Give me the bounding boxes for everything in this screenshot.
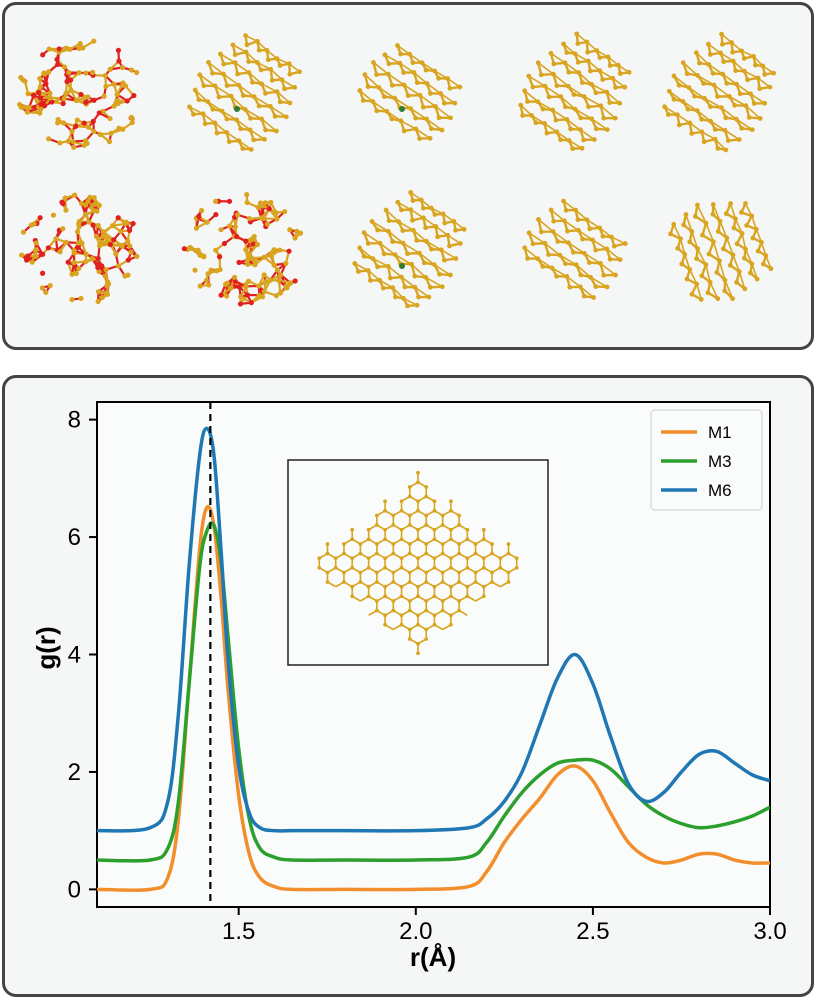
x-tick-label: 1.5 bbox=[222, 918, 255, 945]
snapshot-1 bbox=[17, 38, 140, 150]
legend: M1 M3 M6 bbox=[650, 409, 763, 511]
y-tick-label: 2 bbox=[68, 759, 81, 786]
legend-label-m6: M6 bbox=[708, 481, 732, 500]
snapshots-canvas bbox=[17, 31, 776, 309]
rdf-chart-panel: 1.5 2.0 2.5 3.0 0 2 4 6 8 g(r) r(Å) M1 M3 M6 bbox=[2, 375, 814, 997]
legend-label-m1: M1 bbox=[708, 423, 732, 442]
y-axis-label: g(r) bbox=[31, 626, 61, 669]
snapshot-8 bbox=[352, 189, 467, 309]
series-line-m6 bbox=[97, 426, 770, 833]
rdf-chart: 1.5 2.0 2.5 3.0 0 2 4 6 8 g(r) r(Å) M1 M3 M6 bbox=[31, 401, 787, 972]
snapshot-5 bbox=[662, 31, 776, 153]
snapshot-10 bbox=[668, 201, 774, 302]
snapshot-2 bbox=[187, 33, 302, 152]
y-tick-label: 6 bbox=[68, 524, 81, 551]
y-tick-label: 0 bbox=[68, 876, 81, 903]
graphene-inset bbox=[287, 459, 549, 666]
x-tick-label: 2.0 bbox=[399, 918, 432, 945]
x-tick-label: 2.5 bbox=[576, 918, 609, 945]
snapshot-9 bbox=[522, 198, 628, 300]
molecular-snapshots-panel bbox=[2, 2, 814, 350]
x-tick-label: 3.0 bbox=[753, 918, 786, 945]
snapshot-3 bbox=[357, 43, 463, 142]
snapshot-4 bbox=[518, 31, 632, 152]
graphene-lattice bbox=[317, 470, 519, 656]
legend-box bbox=[650, 409, 763, 511]
series-line-m1 bbox=[97, 504, 770, 892]
snapshot-7 bbox=[181, 192, 304, 307]
y-tick-label: 8 bbox=[68, 407, 81, 434]
legend-label-m3: M3 bbox=[708, 452, 732, 471]
x-axis-label: r(Å) bbox=[410, 942, 456, 972]
snapshot-6 bbox=[19, 192, 140, 305]
y-tick-label: 4 bbox=[68, 642, 81, 669]
series-line-m3 bbox=[97, 521, 770, 863]
